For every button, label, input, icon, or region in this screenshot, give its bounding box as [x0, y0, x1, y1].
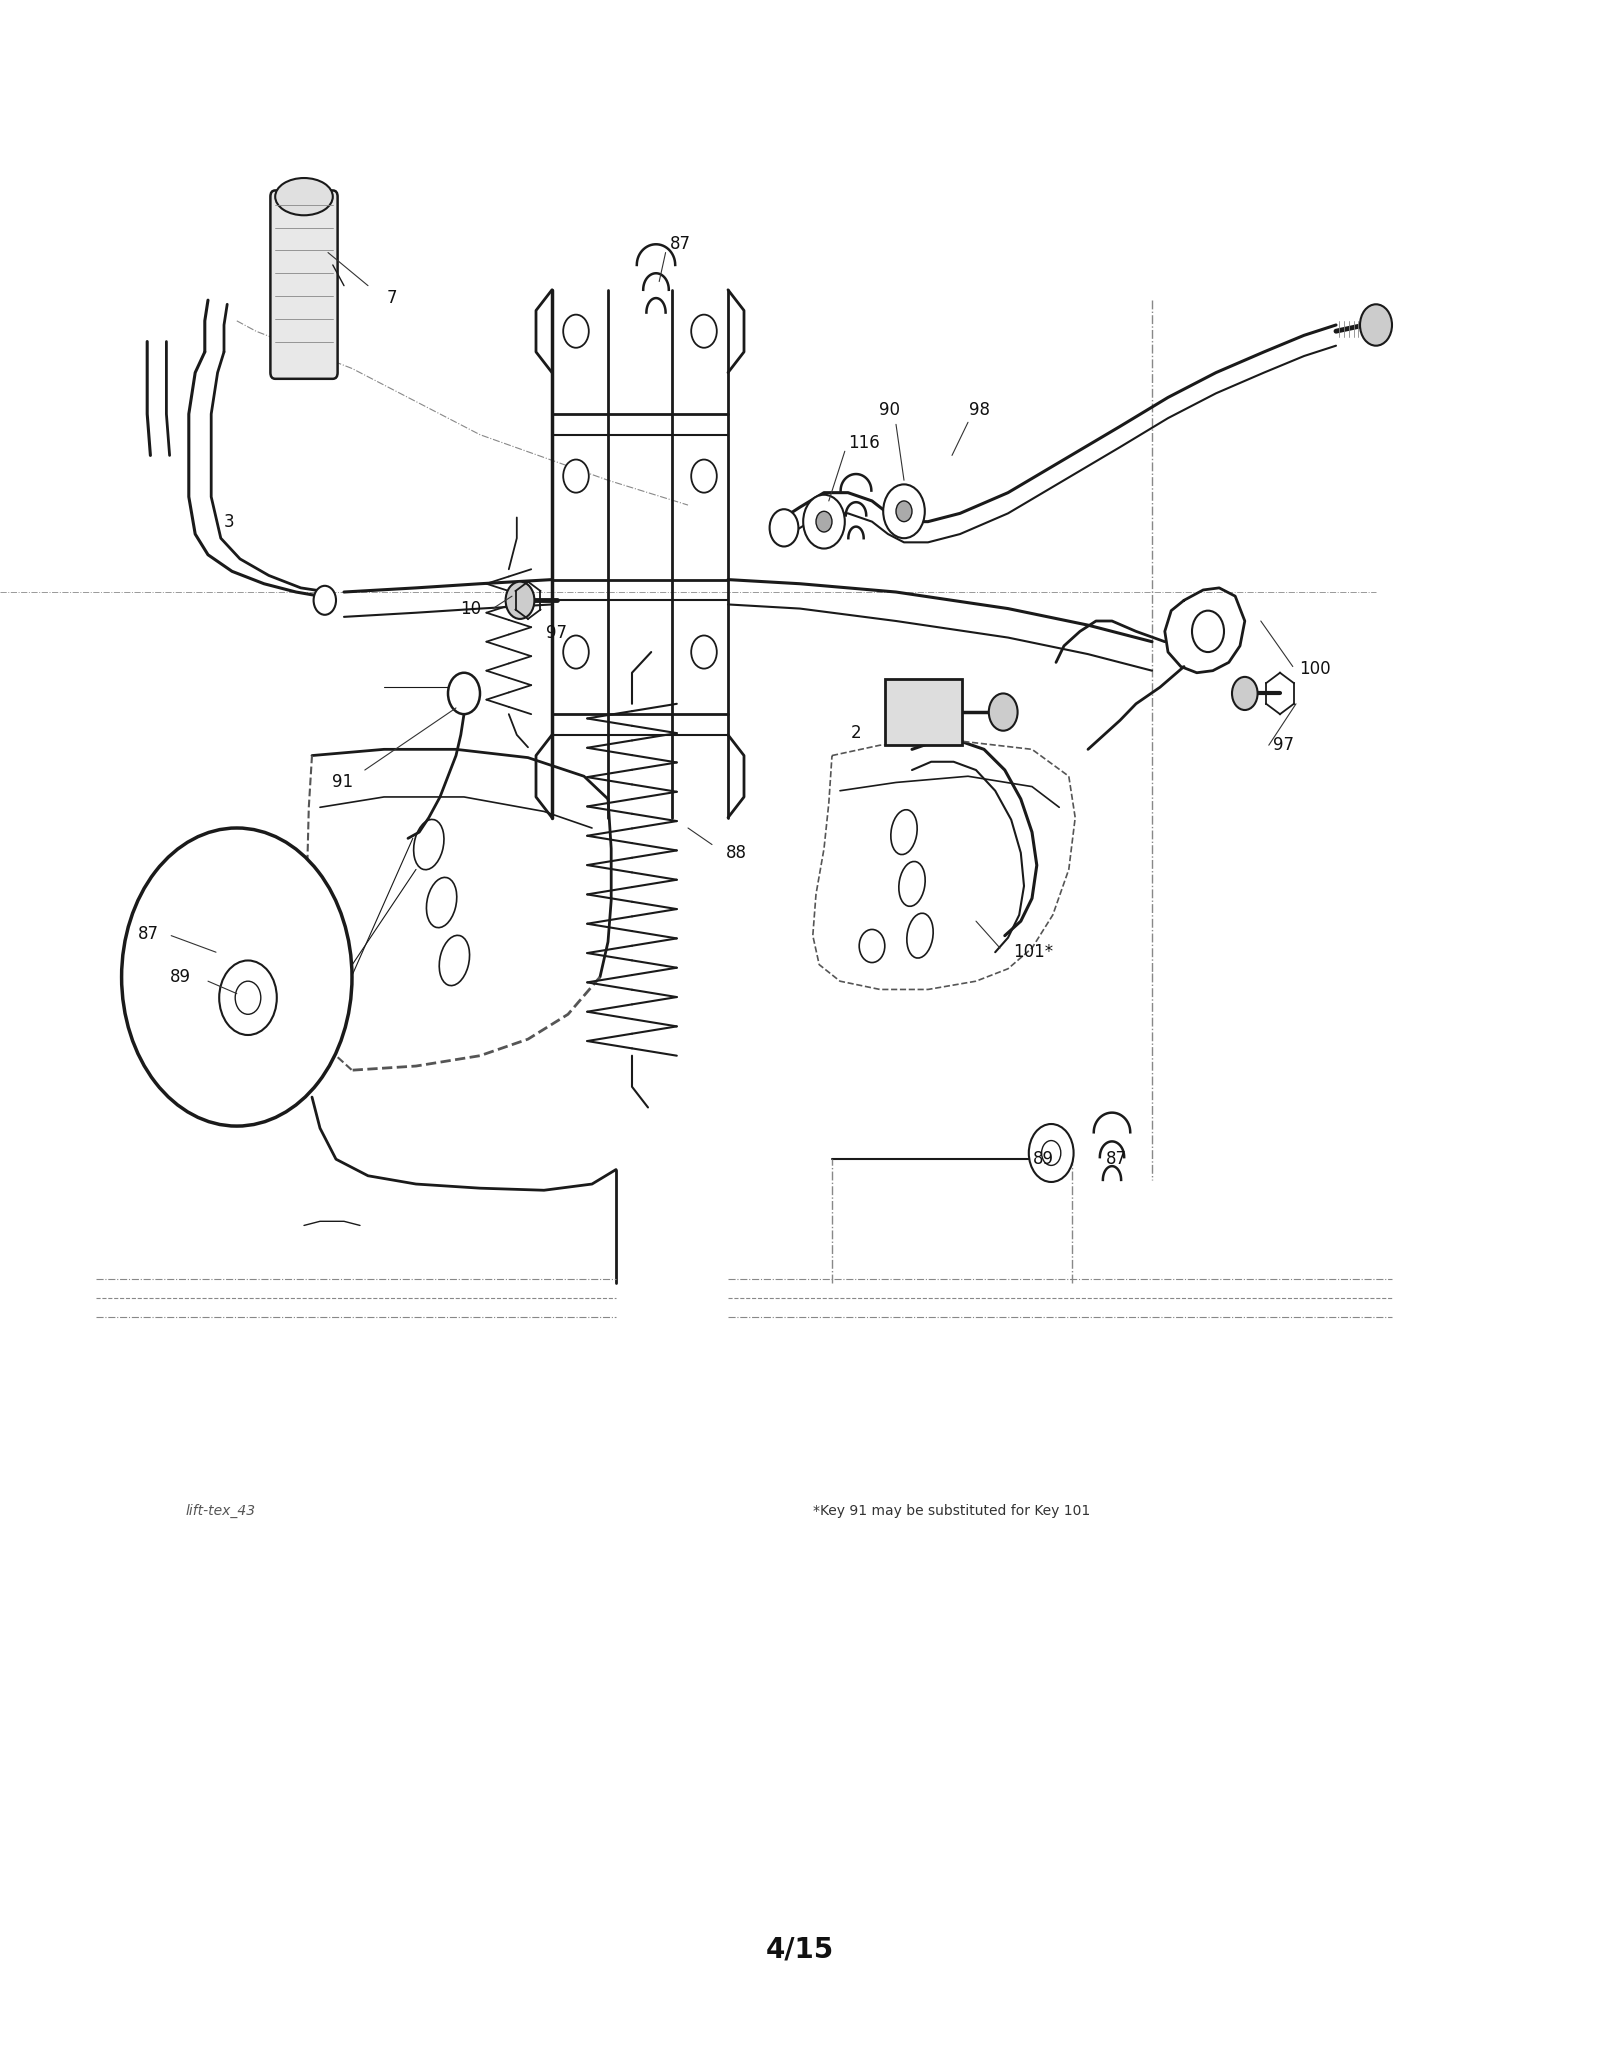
Circle shape — [235, 981, 261, 1014]
Circle shape — [448, 673, 480, 714]
Text: 97: 97 — [1272, 737, 1294, 753]
Circle shape — [122, 828, 352, 1126]
Circle shape — [219, 960, 277, 1035]
Circle shape — [896, 501, 912, 522]
Circle shape — [563, 315, 589, 348]
Circle shape — [770, 509, 798, 546]
Text: 87: 87 — [669, 236, 691, 253]
Circle shape — [816, 511, 832, 532]
Circle shape — [506, 582, 534, 619]
Circle shape — [1232, 677, 1258, 710]
Circle shape — [1042, 1141, 1061, 1165]
Text: 116: 116 — [848, 435, 880, 451]
Text: 87: 87 — [138, 925, 160, 942]
Text: *Key 91 may be substituted for Key 101: *Key 91 may be substituted for Key 101 — [813, 1505, 1091, 1517]
Circle shape — [314, 586, 336, 615]
Circle shape — [563, 460, 589, 493]
Text: 2: 2 — [851, 724, 861, 741]
Circle shape — [989, 693, 1018, 731]
Text: 89: 89 — [170, 969, 192, 985]
Bar — [885, 679, 962, 745]
Circle shape — [1192, 611, 1224, 652]
Text: 10: 10 — [459, 600, 482, 617]
FancyBboxPatch shape — [270, 190, 338, 379]
Text: 89: 89 — [1032, 1151, 1054, 1167]
Text: 87: 87 — [1106, 1151, 1128, 1167]
Text: lift-tex_43: lift-tex_43 — [186, 1505, 256, 1517]
Circle shape — [1029, 1124, 1074, 1182]
Text: 3: 3 — [224, 513, 234, 530]
Circle shape — [1360, 304, 1392, 346]
Text: 90: 90 — [878, 402, 901, 418]
Text: 97: 97 — [546, 625, 568, 642]
Text: 7: 7 — [387, 290, 397, 306]
Circle shape — [691, 460, 717, 493]
Circle shape — [563, 635, 589, 669]
Text: 98: 98 — [968, 402, 990, 418]
Circle shape — [691, 635, 717, 669]
Text: 100: 100 — [1299, 660, 1331, 677]
Text: 88: 88 — [725, 845, 747, 861]
Circle shape — [691, 315, 717, 348]
Text: 101*: 101* — [1013, 944, 1054, 960]
Ellipse shape — [275, 178, 333, 215]
Circle shape — [883, 484, 925, 538]
Text: 91: 91 — [331, 774, 354, 791]
Circle shape — [803, 495, 845, 549]
Text: 4/15: 4/15 — [766, 1935, 834, 1964]
